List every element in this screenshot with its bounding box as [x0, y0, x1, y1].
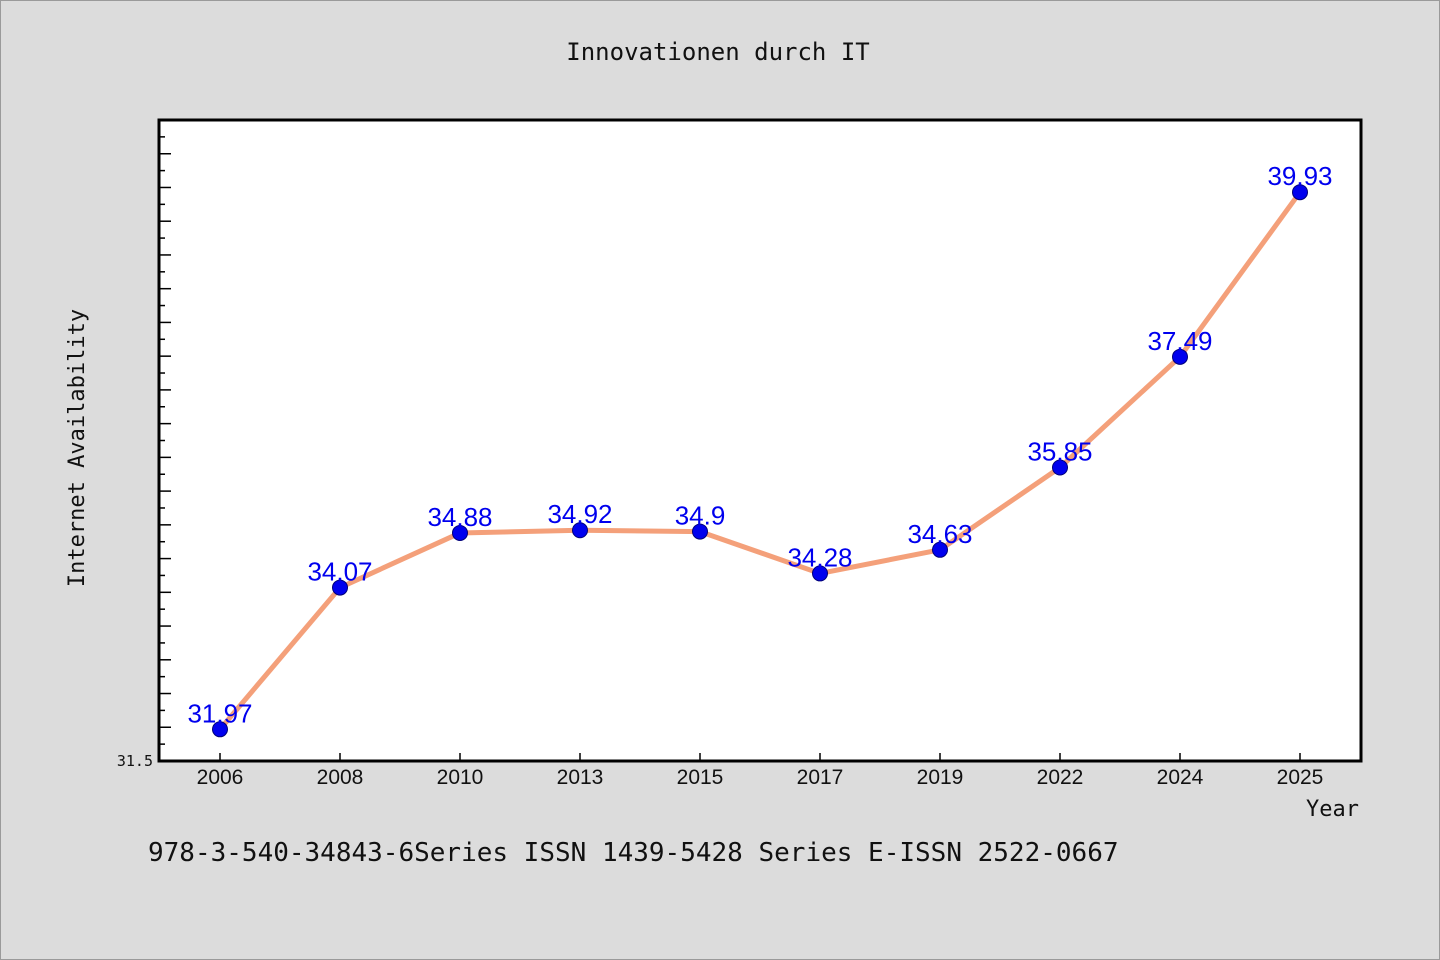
x-tick-label: 2022 — [1037, 766, 1084, 789]
chart-title: Innovationen durch IT — [566, 38, 869, 66]
data-label: 31.97 — [187, 698, 252, 728]
x-tick-label: 2015 — [677, 766, 724, 789]
x-tick-label: 2019 — [917, 766, 964, 789]
data-label: 35.85 — [1027, 436, 1092, 466]
data-point — [692, 523, 708, 540]
data-point — [452, 524, 468, 541]
data-point — [932, 541, 948, 558]
y-axis-label: Internet Availability — [65, 309, 90, 587]
x-tick-label: 2025 — [1277, 766, 1324, 789]
data-label: 34.63 — [907, 519, 972, 549]
series-markers — [212, 184, 1308, 738]
data-point — [572, 522, 588, 539]
data-point — [1172, 348, 1188, 365]
x-axis-ticks: 2006 2008 2010 2013 2015 2017 2019 2022 2024 2025 — [197, 753, 1324, 789]
x-tick-label: 2013 — [557, 766, 604, 789]
data-label: 34.88 — [427, 502, 492, 532]
data-label: 37.49 — [1147, 326, 1212, 356]
data-point — [212, 721, 228, 738]
data-label: 39.93 — [1267, 161, 1332, 191]
x-tick-label: 2006 — [197, 766, 244, 789]
x-tick-label: 2024 — [1157, 766, 1204, 789]
data-point — [1052, 459, 1068, 476]
data-point — [812, 565, 828, 582]
x-tick-label: 2017 — [797, 766, 844, 789]
x-axis-label: Year — [1306, 797, 1359, 822]
y-tick-label: 31.5 — [117, 752, 153, 770]
data-label: 34.92 — [547, 499, 612, 529]
plot-area — [157, 118, 1363, 763]
x-tick-label: 2010 — [437, 766, 484, 789]
data-label: 34.07 — [307, 557, 372, 587]
x-tick-label: 2008 — [317, 766, 364, 789]
data-point — [1292, 184, 1308, 201]
data-labels: 31.97 34.07 34.88 34.92 34.9 34.28 34.63 35.85 3… — [187, 161, 1332, 728]
y-axis-ticks — [159, 136, 171, 762]
series-line — [217, 189, 1303, 732]
data-point — [332, 579, 348, 596]
data-label: 34.9 — [675, 501, 726, 531]
data-label: 34.28 — [787, 542, 852, 572]
footer-text: 978-3-540-34843-6Series ISSN 1439-5428 S… — [148, 838, 1119, 868]
